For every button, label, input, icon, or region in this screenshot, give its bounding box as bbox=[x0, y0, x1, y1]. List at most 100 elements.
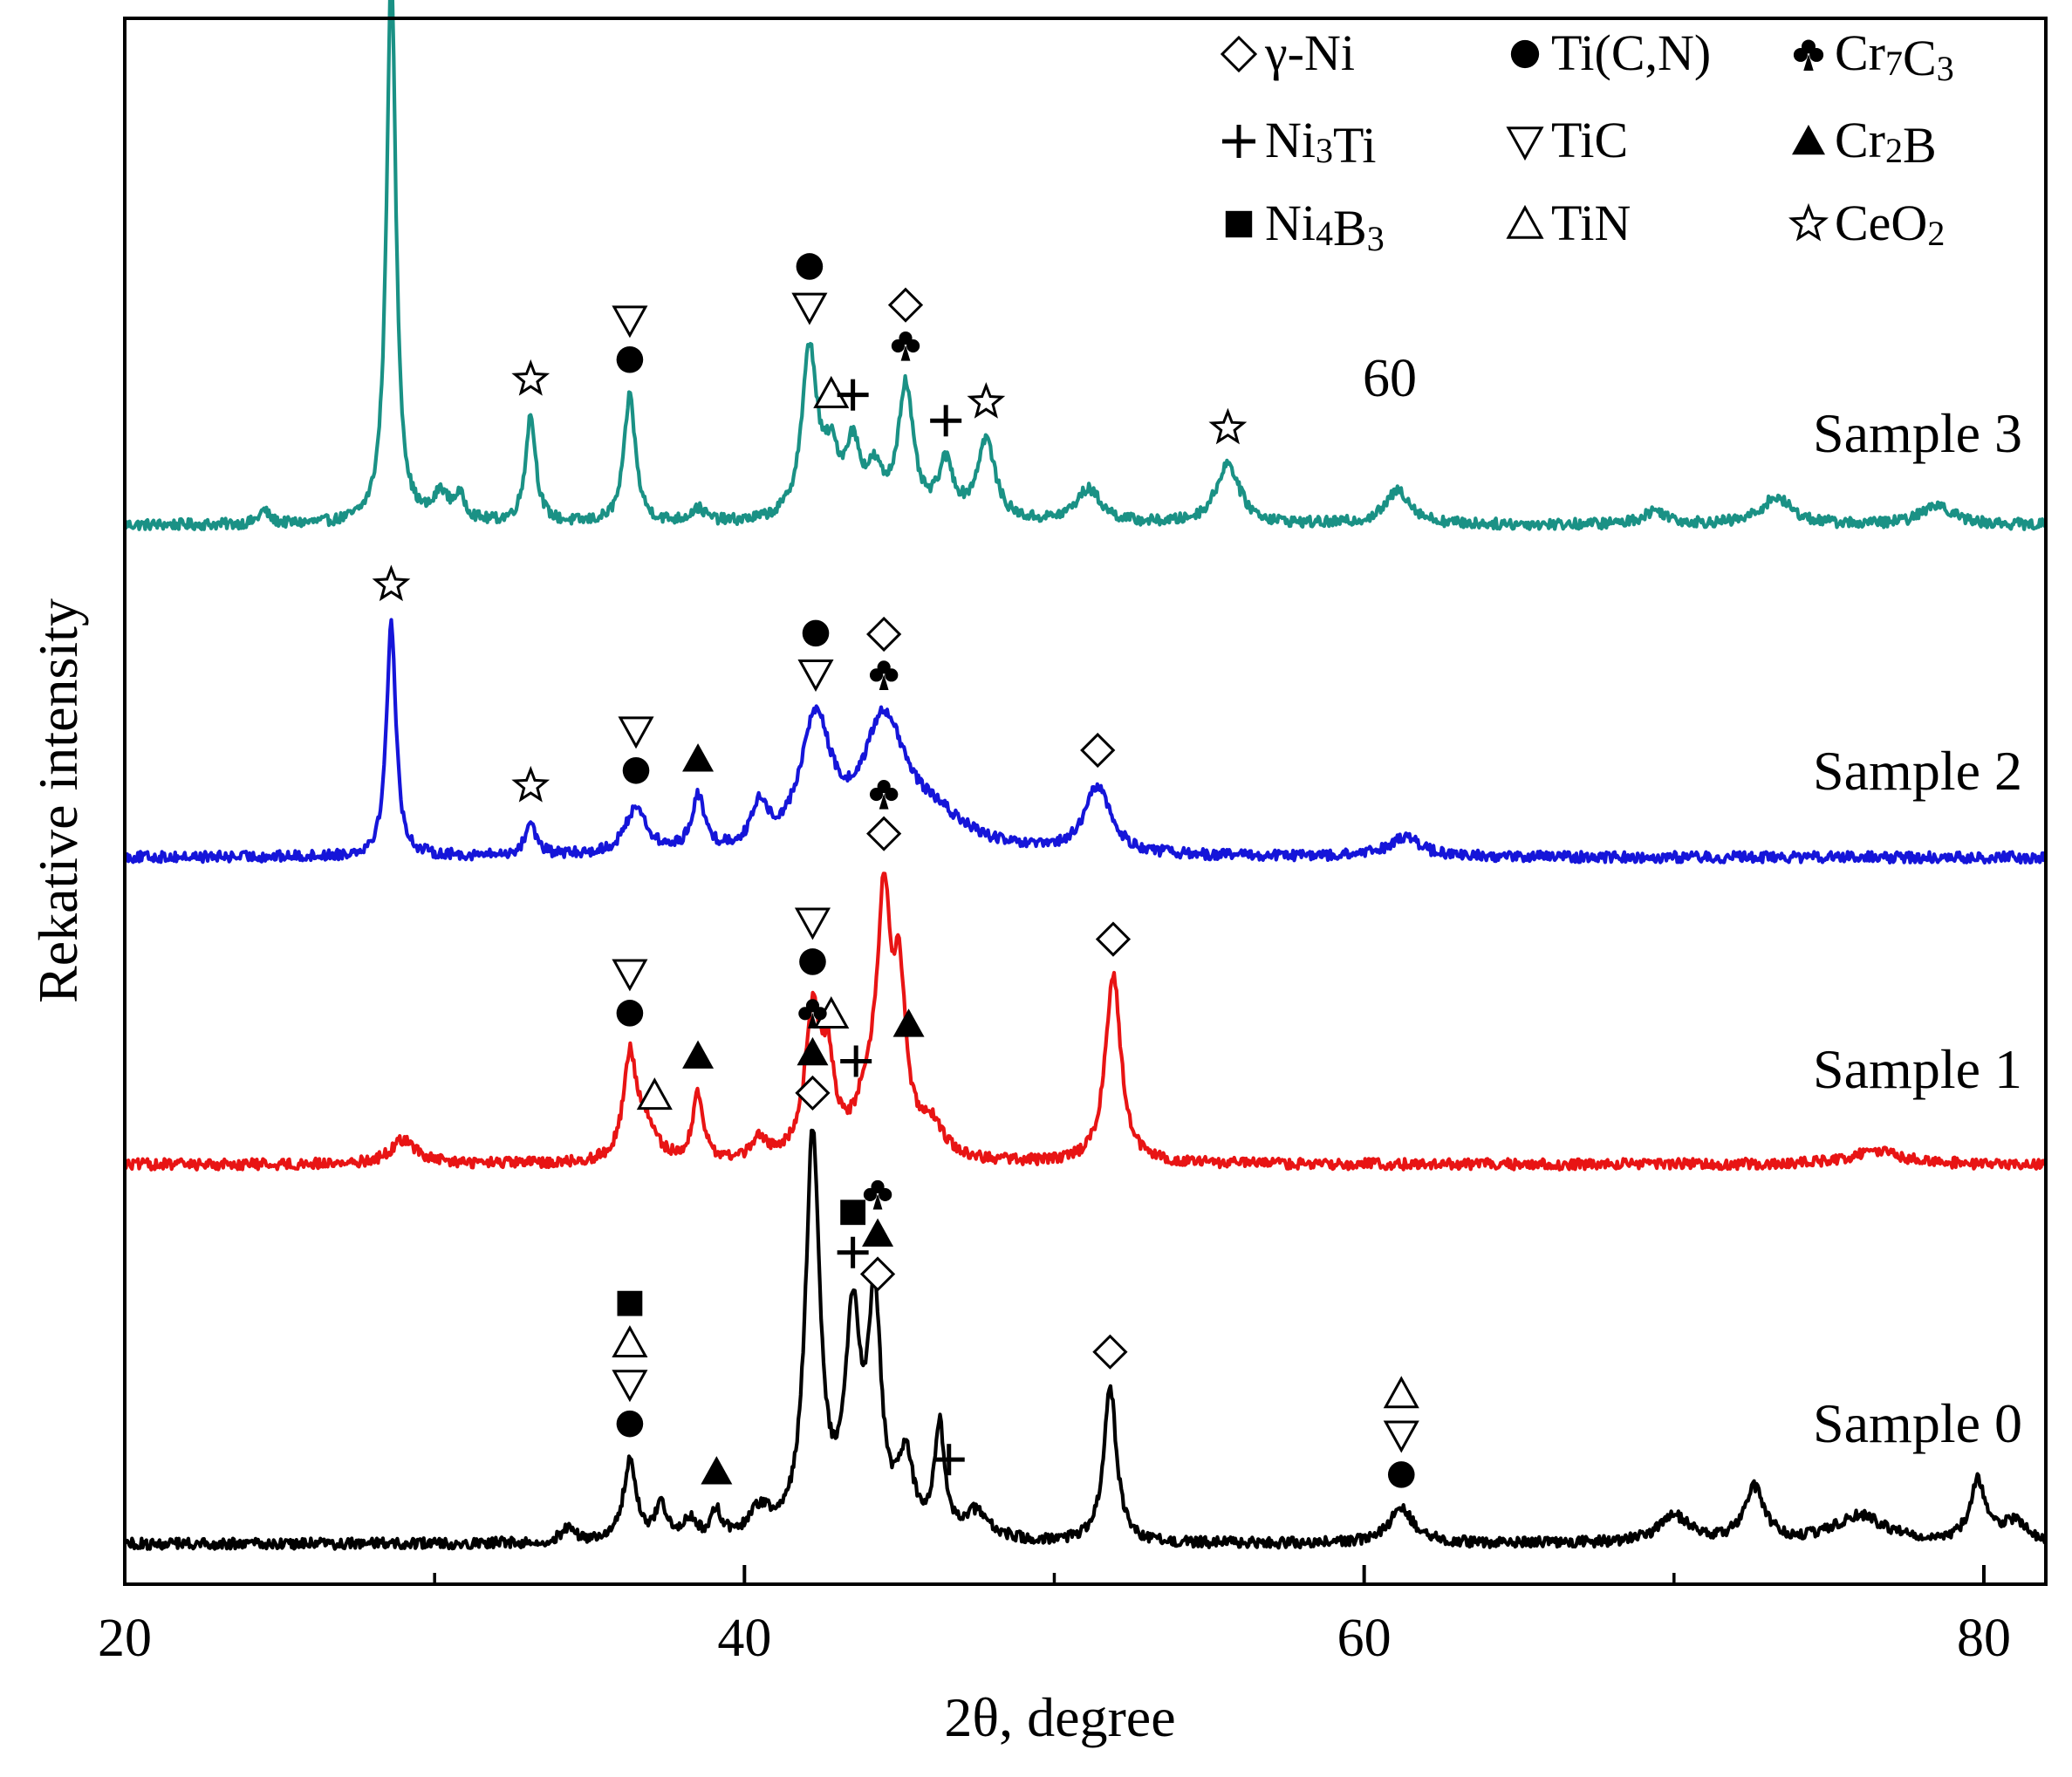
square-filled-icon bbox=[840, 1199, 866, 1226]
diamond-open-icon bbox=[1080, 732, 1116, 769]
star-open-icon bbox=[511, 765, 550, 803]
legend-label: Cr7C3 bbox=[1835, 24, 1954, 88]
plus-icon bbox=[1222, 125, 1255, 158]
triangle-down-open-icon bbox=[612, 1370, 648, 1403]
club-icon bbox=[1793, 39, 1824, 71]
x-tick-label: 20 bbox=[98, 1609, 152, 1668]
club-icon bbox=[869, 780, 899, 810]
triangle-up-filled-icon bbox=[1792, 125, 1825, 155]
sample-label-sample-0: Sample 0 bbox=[1813, 1392, 2022, 1454]
legend-label: γ-Ni bbox=[1264, 24, 1355, 81]
diamond-open-icon bbox=[1220, 35, 1258, 73]
legend-label: Ti(C,N) bbox=[1551, 24, 1711, 81]
x-axis-title: 2θ, degree bbox=[944, 1686, 1175, 1748]
triangle-up-filled-icon bbox=[862, 1218, 894, 1247]
triangle-up-filled-icon bbox=[682, 1040, 715, 1069]
annotation-60: 60 bbox=[1363, 349, 1417, 408]
star-open-icon bbox=[372, 564, 411, 602]
sample-label-sample-3: Sample 3 bbox=[1813, 402, 2022, 464]
triangle-up-open-icon bbox=[636, 1077, 673, 1111]
club-icon bbox=[891, 331, 920, 361]
star-open-icon bbox=[1788, 202, 1829, 242]
xrd-traces bbox=[122, 0, 2048, 1551]
x-tick-label: 80 bbox=[1957, 1609, 2011, 1668]
legend-label: TiC bbox=[1551, 112, 1628, 168]
triangle-down-open-icon bbox=[1506, 126, 1544, 161]
club-icon bbox=[863, 1179, 892, 1210]
legend-item-tic: TiC bbox=[1506, 112, 1628, 168]
club-icon bbox=[798, 999, 827, 1029]
triangle-down-open-icon bbox=[797, 659, 834, 692]
star-open-icon bbox=[1208, 407, 1248, 445]
plus-icon bbox=[837, 379, 869, 411]
plus-icon bbox=[840, 1045, 872, 1077]
plus-icon bbox=[837, 1236, 869, 1268]
circle-filled-icon bbox=[616, 1410, 644, 1438]
phase-legend: γ-Ni Ti(C,N) Cr7C3 Ni3Ti TiC Cr2B Ni4B3 TiN CeO2 bbox=[1220, 24, 1954, 258]
triangle-down-open-icon bbox=[791, 292, 828, 325]
triangle-down-open-icon bbox=[618, 716, 654, 749]
diamond-open-icon bbox=[1092, 1334, 1128, 1370]
legend-item-ni3ti: Ni3Ti bbox=[1222, 112, 1377, 174]
triangle-up-open-icon bbox=[1383, 1376, 1419, 1409]
x-tick-label: 60 bbox=[1337, 1609, 1392, 1668]
legend-label: Ni4B3 bbox=[1265, 195, 1385, 258]
triangle-down-open-icon bbox=[794, 907, 831, 940]
legend-item-cr2b: Cr2B bbox=[1792, 112, 1937, 174]
square-filled-icon bbox=[1225, 210, 1253, 238]
circle-filled-icon bbox=[616, 1000, 644, 1027]
triangle-up-filled-icon bbox=[797, 1036, 829, 1066]
x-axis-ticks: 20 40 60 80 bbox=[98, 1565, 2011, 1668]
triangle-up-open-icon bbox=[813, 375, 850, 408]
legend-label: CeO2 bbox=[1835, 195, 1945, 253]
triangle-up-filled-icon bbox=[892, 1008, 925, 1037]
legend-item-ni4b3: Ni4B3 bbox=[1225, 195, 1385, 258]
legend-label: TiN bbox=[1551, 195, 1631, 251]
plus-icon bbox=[930, 405, 962, 437]
sample-label-sample-2: Sample 2 bbox=[1813, 740, 2022, 802]
series-line-sample-0 bbox=[124, 1128, 2048, 1551]
legend-label: Cr2B bbox=[1835, 112, 1937, 174]
legend-item-tin: TiN bbox=[1506, 195, 1631, 251]
circle-filled-icon bbox=[1387, 1461, 1415, 1488]
series-line-sample-3 bbox=[122, 0, 2048, 531]
triangle-up-open-icon bbox=[612, 1325, 648, 1358]
sample-labels: Sample 3 Sample 2 Sample 1 Sample 0 bbox=[1813, 402, 2022, 1454]
circle-filled-icon bbox=[799, 948, 826, 975]
square-filled-icon bbox=[617, 1290, 643, 1316]
legend-item-ceo2: CeO2 bbox=[1788, 195, 1945, 253]
series-line-sample-2 bbox=[122, 618, 2048, 865]
triangle-up-filled-icon bbox=[701, 1456, 733, 1485]
diamond-open-icon bbox=[887, 287, 924, 323]
circle-filled-icon bbox=[1510, 39, 1540, 69]
circle-filled-icon bbox=[622, 756, 650, 784]
triangle-up-filled-icon bbox=[682, 743, 715, 772]
circle-filled-icon bbox=[616, 345, 644, 373]
triangle-down-open-icon bbox=[1383, 1420, 1419, 1453]
legend-item--ni: γ-Ni bbox=[1220, 24, 1355, 81]
plus-icon bbox=[933, 1444, 965, 1476]
triangle-down-open-icon bbox=[612, 959, 648, 992]
legend-item-cr7c3: Cr7C3 bbox=[1793, 24, 1954, 88]
legend-label: Ni3Ti bbox=[1265, 112, 1377, 174]
legend-item-ti-c-n-: Ti(C,N) bbox=[1510, 24, 1711, 81]
y-axis-title: Rekative intensity bbox=[27, 598, 89, 1003]
circle-filled-icon bbox=[802, 619, 830, 647]
triangle-down-open-icon bbox=[612, 305, 648, 338]
diamond-open-icon bbox=[866, 616, 902, 653]
series-line-sample-1 bbox=[123, 871, 2048, 1172]
club-icon bbox=[869, 660, 899, 690]
plot-frame bbox=[123, 17, 2048, 1586]
sample-label-sample-1: Sample 1 bbox=[1813, 1038, 2022, 1100]
star-open-icon bbox=[511, 359, 550, 396]
diamond-open-icon bbox=[866, 816, 902, 851]
star-open-icon bbox=[967, 382, 1006, 419]
diamond-open-icon bbox=[1095, 921, 1132, 957]
phase-markers bbox=[372, 253, 1419, 1488]
x-tick-label: 40 bbox=[717, 1609, 771, 1668]
circle-filled-icon bbox=[796, 253, 824, 280]
triangle-up-open-icon bbox=[1506, 204, 1544, 239]
diamond-open-icon bbox=[795, 1075, 831, 1111]
